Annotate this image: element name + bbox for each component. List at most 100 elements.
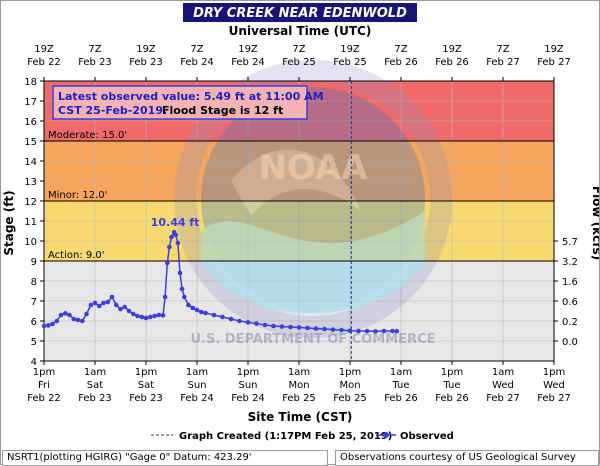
observed-point [182, 294, 187, 300]
x-tick-label-date: Feb 25 [282, 393, 316, 404]
observed-point [139, 314, 145, 320]
observed-point [114, 302, 119, 308]
observed-point [122, 304, 128, 310]
observed-point [186, 302, 191, 308]
flow-tick-label: 1.6 [562, 277, 578, 288]
observed-point [330, 327, 336, 332]
peak-label: 10.44 ft [151, 216, 200, 229]
y-tick-label: 16 [24, 117, 37, 128]
observed-point [394, 328, 400, 334]
top-axis-title: Universal Time (UTC) [229, 24, 372, 38]
observed-point [67, 312, 72, 318]
top-tick-label-date: Feb 25 [333, 57, 367, 68]
observed-point [162, 294, 168, 300]
top-tick-label-date: Feb 24 [231, 57, 265, 68]
x-tick-label-time: 1pm [339, 367, 361, 378]
legend-observed-marker [383, 432, 389, 438]
top-tick-label-date: Feb 22 [27, 57, 61, 68]
x-tick-label-date: Feb 26 [384, 393, 418, 404]
top-tick-label-time: 19Z [340, 44, 360, 55]
x-tick-label-day: Sun [187, 380, 206, 391]
x-tick-label-time: 1pm [441, 367, 463, 378]
x-tick-label-time: 1pm [237, 367, 259, 378]
observed-point [109, 294, 115, 300]
observed-point [160, 313, 166, 318]
x-tick-label-date: Feb 24 [180, 393, 214, 404]
y-tick-label: 15 [24, 137, 37, 148]
observed-point [58, 312, 64, 318]
observed-point [131, 311, 136, 317]
observed-point [177, 270, 183, 276]
footer-source: Observations courtesy of US Geological S… [335, 450, 599, 466]
observed-point [46, 323, 51, 328]
top-tick-label-time: 7Z [190, 44, 203, 55]
top-tick-label-time: 7Z [88, 44, 101, 55]
observed-point [88, 302, 94, 308]
y-tick-label: 11 [24, 217, 37, 228]
noaa-logo-ring [174, 60, 452, 338]
observed-point [390, 328, 395, 334]
y-tick-label: 12 [24, 197, 37, 208]
info-box [52, 85, 308, 120]
observed-point [118, 306, 123, 312]
observed-point [101, 300, 106, 306]
x-tick-label-time: 1pm [135, 367, 157, 378]
observed-point [262, 322, 268, 328]
x-tick-label-time: 1pm [543, 367, 565, 378]
top-tick-label-date: Feb 26 [384, 57, 418, 68]
observed-point [245, 320, 251, 325]
observed-point [165, 260, 170, 266]
x-tick-label-day: Sat [138, 380, 154, 391]
top-tick-label-time: 7Z [292, 44, 305, 55]
top-tick-label-time: 19Z [442, 44, 462, 55]
observed-point [296, 325, 302, 330]
threshold-label-minor: Minor: 12.0' [48, 190, 107, 201]
noaa-logo-bird [231, 149, 361, 216]
observed-point [339, 327, 344, 333]
x-tick-label-day: Tue [391, 380, 409, 391]
top-tick-label-time: 19Z [136, 44, 156, 55]
observed-point [220, 314, 225, 320]
observed-point [152, 313, 157, 319]
x-tick-label-day: Mon [288, 380, 309, 391]
hydrograph-chart: DRY CREEK NEAR EDENWOLD Universal Time (… [2, 3, 599, 442]
y-tick-label: 5 [31, 337, 37, 348]
threshold-label-action: Action: 9.0' [48, 250, 105, 261]
top-tick-label-time: 19Z [544, 44, 564, 55]
observed-point [63, 311, 68, 316]
y-tick-label: 17 [24, 97, 37, 108]
observed-point [373, 329, 378, 334]
top-tick-label-date: Feb 26 [435, 57, 469, 68]
top-tick-label-time: 7Z [394, 44, 407, 55]
top-tick-label-date: Feb 27 [537, 57, 571, 68]
observed-point [322, 326, 327, 332]
y-tick-label: 13 [24, 177, 37, 188]
observed-point [75, 317, 81, 323]
observed-point [313, 326, 319, 331]
threshold-label-moderate: Moderate: 15.0' [48, 130, 127, 141]
noaa-logo-disc [201, 87, 425, 311]
y-tick-label: 8 [31, 277, 37, 288]
observed-point [156, 312, 162, 318]
observed-point [148, 314, 153, 320]
x-tick-label-date: Feb 24 [231, 393, 265, 404]
top-tick-label-date: Feb 27 [486, 57, 520, 68]
top-tick-label-date: Feb 24 [180, 57, 214, 68]
left-axis-title: Stage (ft) [2, 190, 16, 255]
observed-point [173, 232, 179, 238]
y-tick-label: 7 [31, 297, 37, 308]
top-tick-label-date: Feb 23 [78, 57, 112, 68]
flow-tick-label: 5.7 [562, 237, 578, 248]
observed-point [97, 303, 102, 309]
y-tick-label: 18 [24, 77, 37, 88]
flow-tick-label: 3.2 [562, 257, 578, 268]
observed-point [92, 300, 98, 306]
observed-point [135, 313, 140, 319]
observed-point [179, 286, 185, 292]
observed-point [50, 321, 55, 327]
x-tick-label-day: Tue [442, 380, 460, 391]
y-tick-label: 14 [24, 157, 37, 168]
observed-point [364, 328, 370, 334]
top-tick-label-time: 19Z [238, 44, 258, 55]
